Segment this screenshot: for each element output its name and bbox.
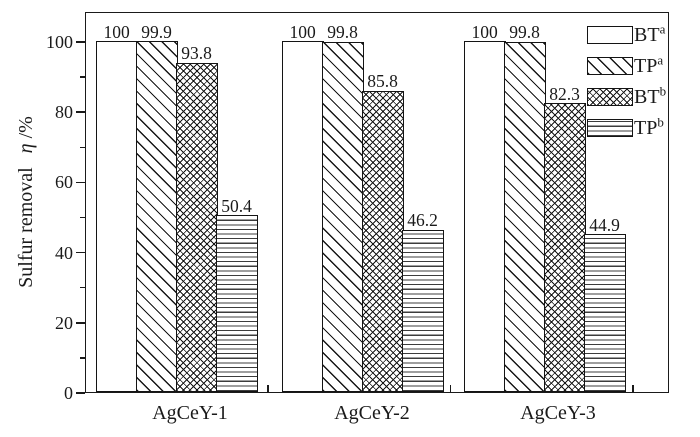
legend: BTa TPa BTb TPb <box>587 21 667 150</box>
legend-label-superscript: b <box>659 83 667 99</box>
legend-item-BTa: BTa <box>587 21 666 46</box>
y-axis-major-tick <box>76 322 85 324</box>
bar-BTa-AgCeY-3 <box>464 41 506 392</box>
bar-value-label: 100 <box>289 21 316 42</box>
y-tick-label: 20 <box>55 312 73 333</box>
bar-value-label: 93.8 <box>181 43 212 64</box>
bar-TPb-AgCeY-2 <box>402 229 444 392</box>
category-label-AgCeY-3: AgCeY-3 <box>520 402 596 424</box>
legend-label: BTb <box>634 83 667 108</box>
y-axis-major-tick <box>76 111 85 113</box>
bar-TPb-AgCeY-1 <box>216 215 258 392</box>
bar-value-label: 99.8 <box>327 22 358 43</box>
legend-label-superscript: b <box>657 114 664 130</box>
legend-swatch-crosshatch <box>587 88 633 106</box>
y-axis-major-tick <box>76 41 85 43</box>
y-axis-minor-tick <box>80 286 85 289</box>
bar-value-label: 99.8 <box>509 22 540 43</box>
y-tick-label: 60 <box>55 172 73 193</box>
x-axis-tick <box>449 385 452 392</box>
y-axis-major-tick <box>76 181 85 184</box>
bar-value-label: 99.9 <box>141 21 172 42</box>
bar-BTa-AgCeY-2 <box>282 41 324 392</box>
legend-item-BTb: BTb <box>587 83 667 108</box>
bar-value-label: 100 <box>103 21 130 42</box>
y-tick-label: 100 <box>46 32 73 52</box>
y-axis-minor-tick <box>80 357 85 359</box>
legend-label-superscript: a <box>657 52 664 68</box>
plot-area <box>85 12 669 393</box>
bar-TPb-AgCeY-3 <box>584 234 626 392</box>
x-axis-tick <box>632 385 634 392</box>
bar-value-label: 100 <box>471 21 498 42</box>
bar-value-label: 50.4 <box>221 195 252 216</box>
bar-TPa-AgCeY-1 <box>136 41 178 392</box>
category-label-AgCeY-2: AgCeY-2 <box>334 402 410 424</box>
legend-label: TPb <box>634 114 664 139</box>
bar-TPa-AgCeY-3 <box>504 41 546 392</box>
bar-BTb-AgCeY-3 <box>544 103 586 392</box>
y-axis-title-symbol: η <box>15 143 37 154</box>
y-axis-minor-tick <box>80 146 85 149</box>
legend-item-TPa: TPa <box>587 52 666 77</box>
legend-swatch-plain <box>587 26 633 44</box>
y-axis-major-tick <box>76 251 85 254</box>
legend-item-TPb: TPb <box>587 114 666 139</box>
legend-label: BTa <box>634 21 666 46</box>
y-tick-label: 0 <box>64 383 73 403</box>
bar-BTa-AgCeY-1 <box>96 41 138 392</box>
y-tick-label: 80 <box>55 102 73 123</box>
bar-value-label: 82.3 <box>549 83 580 104</box>
y-axis-minor-tick <box>80 216 85 219</box>
legend-label-superscript: a <box>659 21 666 37</box>
bar-BTb-AgCeY-1 <box>176 62 218 392</box>
category-label-AgCeY-1: AgCeY-1 <box>152 402 228 424</box>
bar-TPa-AgCeY-2 <box>322 41 364 392</box>
y-axis-major-tick <box>76 392 85 394</box>
y-tick-label: 40 <box>55 242 73 263</box>
bar-value-label: 46.2 <box>407 210 438 231</box>
bar-value-label: 85.8 <box>367 71 398 92</box>
bar-BTb-AgCeY-2 <box>362 90 404 392</box>
y-axis-minor-tick <box>80 76 85 78</box>
legend-swatch-hlines <box>587 119 633 137</box>
legend-label: TPa <box>634 52 664 77</box>
legend-swatch-diagonal <box>587 57 633 75</box>
x-axis-tick <box>267 385 269 392</box>
bar-value-label: 44.9 <box>589 214 620 235</box>
